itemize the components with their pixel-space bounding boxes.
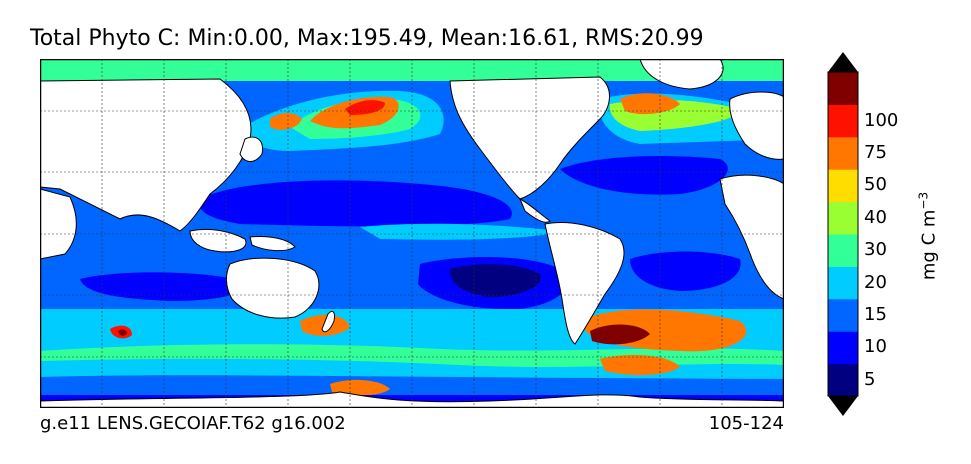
colorbar bbox=[826, 52, 860, 420]
south-atlantic-gyre bbox=[630, 251, 741, 291]
patagonia-peak bbox=[590, 324, 650, 345]
colorbar-extend-min bbox=[828, 396, 858, 416]
bering-peak bbox=[345, 100, 385, 115]
units-text: mg C m bbox=[918, 209, 940, 281]
colorbar-segment bbox=[828, 104, 858, 138]
colorbar-svg bbox=[827, 52, 859, 416]
europe bbox=[729, 91, 784, 160]
colorbar-segment bbox=[828, 136, 858, 170]
eurasia-left bbox=[40, 78, 252, 232]
australia bbox=[226, 257, 320, 319]
colorbar-tick-label: 10 bbox=[864, 336, 887, 358]
kamchatka-high bbox=[270, 113, 302, 130]
colorbar-segment bbox=[828, 363, 858, 397]
new-guinea bbox=[249, 236, 296, 252]
south-pacific-gyre-core bbox=[449, 264, 541, 297]
colorbar-segment bbox=[828, 234, 858, 267]
map-frame bbox=[40, 59, 784, 408]
south-america bbox=[544, 221, 625, 345]
colorbar-tick-label: 40 bbox=[864, 206, 887, 228]
colorbar-segment bbox=[828, 331, 858, 365]
colorbar-tick-label: 75 bbox=[864, 142, 887, 163]
phyto-map bbox=[40, 59, 784, 408]
colorbar-tick-label: 20 bbox=[864, 271, 887, 293]
kerguelen-peak bbox=[118, 329, 127, 336]
indian-gyre bbox=[80, 272, 242, 301]
japan bbox=[239, 136, 264, 162]
colorbar-tick-label: 30 bbox=[864, 239, 887, 261]
north-atlantic-peak bbox=[620, 93, 680, 115]
colorbar-segment bbox=[828, 169, 858, 203]
colorbar-tick-label: 15 bbox=[864, 304, 887, 325]
north-atlantic-gyre bbox=[560, 156, 728, 195]
colorbar-units-label: mg C m−3 bbox=[917, 192, 940, 280]
north-pacific-gyre bbox=[199, 180, 512, 227]
equatorial-band bbox=[360, 223, 560, 240]
colorbar-extend-max bbox=[828, 52, 858, 72]
colorbar-tick-label: 5 bbox=[864, 368, 876, 390]
colorbar-tick-label: 100 bbox=[864, 109, 899, 131]
map-panel bbox=[40, 59, 784, 408]
indonesia-islands bbox=[189, 228, 247, 253]
north-america bbox=[449, 76, 610, 200]
colorbar-segment bbox=[828, 72, 858, 105]
colorbar-segment bbox=[828, 201, 858, 235]
africa-east bbox=[40, 188, 77, 260]
colorbar-segment bbox=[828, 298, 858, 332]
colorbar-tick-label: 50 bbox=[864, 174, 887, 196]
africa-west bbox=[719, 174, 784, 300]
colorbar-segment bbox=[828, 266, 858, 300]
colorbar-border bbox=[827, 71, 859, 397]
central-america bbox=[519, 197, 551, 223]
ross-sea-high bbox=[330, 379, 390, 396]
map-title: Total Phyto C: Min:0.00, Max:195.49, Mea… bbox=[30, 26, 704, 51]
footer-right-label: 105-124 bbox=[708, 413, 784, 434]
gridlines bbox=[40, 59, 784, 408]
new-zealand bbox=[321, 310, 335, 333]
footer-left-label: g.e11 LENS.GECOIAF.T62 g16.002 bbox=[40, 413, 346, 434]
greenland bbox=[639, 59, 724, 90]
units-exponent: −3 bbox=[916, 191, 931, 210]
